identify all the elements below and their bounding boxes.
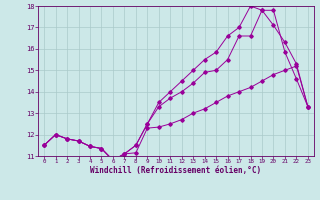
- X-axis label: Windchill (Refroidissement éolien,°C): Windchill (Refroidissement éolien,°C): [91, 166, 261, 175]
